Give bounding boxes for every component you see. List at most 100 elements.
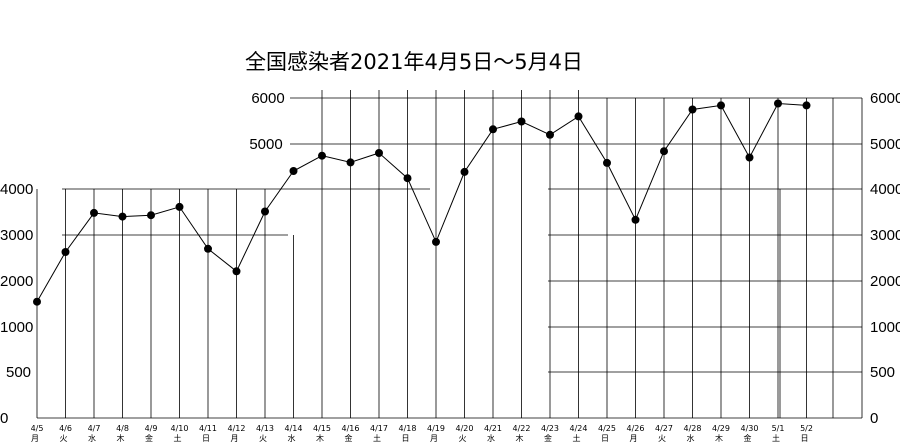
x-tick-weekday: 火 (658, 434, 666, 443)
x-tick-weekday: 月 (231, 434, 239, 443)
y-tick-label-left: 3000 (0, 227, 33, 244)
y-tick-label-left: 1000 (0, 319, 33, 336)
x-tick-date: 4/20 (456, 424, 474, 433)
x-tick-date: 4/25 (598, 424, 616, 433)
data-point (517, 117, 526, 126)
x-tick-weekday: 水 (288, 433, 296, 443)
y-tick-label-left: 0 (0, 410, 8, 427)
x-tick-weekday: 土 (373, 433, 381, 443)
y-tick-label-left: 500 (6, 364, 31, 381)
data-point (745, 153, 754, 162)
chart-title: 全国感染者2021年4月5日～5月4日 (245, 50, 583, 74)
x-tick-weekday: 日 (601, 434, 609, 443)
x-tick-date: 4/13 (256, 424, 274, 433)
data-point (403, 174, 412, 183)
data-point (774, 99, 782, 108)
data-point (118, 212, 127, 221)
x-tick-weekday: 月 (31, 434, 39, 443)
x-tick-date: 4/16 (342, 424, 360, 433)
data-point (631, 215, 640, 224)
x-tick-weekday: 火 (259, 434, 267, 443)
x-tick-date: 4/14 (285, 424, 303, 433)
x-tick-date: 4/30 (741, 424, 759, 433)
y-tick-label-left: 2000 (0, 273, 33, 290)
x-tick-weekday: 金 (145, 433, 153, 443)
x-tick-date: 4/24 (570, 424, 588, 433)
x-tick-date: 4/26 (627, 424, 645, 433)
data-point (375, 149, 383, 157)
data-point (802, 101, 811, 110)
x-tick-weekday: 木 (715, 433, 723, 443)
data-point (204, 244, 212, 253)
y-tick-label-right: 0 (870, 410, 878, 427)
x-axis-ticks: 4/5月4/6火4/7水4/8木4/9金4/10土4/11日4/12月4/13火… (31, 424, 813, 443)
data-point (717, 101, 725, 110)
x-tick-date: 4/10 (171, 424, 189, 433)
data-point (147, 211, 155, 220)
x-tick-weekday: 水 (687, 433, 695, 443)
y-tick-label-right: 4000 (870, 181, 900, 198)
x-tick-date: 4/11 (199, 424, 217, 433)
x-tick-weekday: 日 (202, 434, 210, 443)
x-tick-weekday: 火 (459, 434, 467, 443)
data-point (660, 147, 668, 156)
x-tick-weekday: 木 (117, 433, 125, 443)
x-tick-date: 4/5 (31, 424, 44, 433)
data-point (489, 125, 497, 134)
x-tick-date: 4/22 (513, 424, 531, 433)
y-tick-label-left: 6000 (251, 90, 284, 107)
x-tick-date: 4/17 (370, 424, 388, 433)
x-tick-date: 4/29 (712, 424, 730, 433)
x-tick-weekday: 土 (573, 433, 581, 443)
y-tick-label-right: 3000 (870, 227, 900, 244)
x-tick-weekday: 水 (487, 433, 495, 443)
data-point (346, 158, 355, 167)
x-tick-weekday: 土 (772, 433, 780, 443)
y-tick-label-left: 4000 (0, 181, 33, 198)
x-tick-weekday: 土 (174, 433, 182, 443)
y-tick-label-right: 5000 (870, 136, 900, 153)
x-tick-weekday: 木 (516, 433, 524, 443)
data-point (546, 130, 554, 139)
x-tick-date: 4/18 (399, 424, 417, 433)
data-point (603, 158, 611, 167)
y-tick-label-left: 5000 (249, 136, 282, 153)
y-tick-label-right: 1000 (870, 319, 900, 336)
x-tick-date: 4/6 (59, 424, 72, 433)
data-point (289, 167, 298, 175)
x-tick-date: 4/7 (88, 424, 101, 433)
x-tick-date: 4/28 (684, 424, 702, 433)
x-tick-weekday: 月 (630, 434, 638, 443)
x-tick-weekday: 金 (544, 433, 552, 443)
x-tick-date: 4/19 (427, 424, 445, 433)
x-tick-date: 4/21 (484, 424, 502, 433)
y-tick-label-right: 2000 (870, 273, 900, 290)
x-tick-date: 4/23 (541, 424, 559, 433)
data-point (688, 105, 697, 114)
data-point (460, 167, 469, 176)
data-point (33, 297, 41, 306)
x-tick-weekday: 日 (801, 434, 809, 443)
y-axis-ticks: 0 500 1000 2000 3000 4000 5000 6000 0 500 1000 2000… (0, 90, 900, 427)
x-tick-date: 4/9 (145, 424, 158, 433)
data-point (61, 248, 70, 256)
x-tick-date: 5/1 (772, 424, 785, 433)
x-tick-date: 4/27 (655, 424, 673, 433)
data-point (574, 112, 583, 121)
x-tick-weekday: 木 (316, 433, 324, 443)
series-line (36, 102, 807, 302)
x-tick-weekday: 火 (60, 434, 68, 443)
data-point (318, 151, 326, 160)
x-tick-date: 5/2 (800, 424, 813, 433)
y-tick-label-right: 6000 (870, 90, 900, 107)
y-tick-label-right: 500 (870, 364, 895, 381)
data-point (175, 202, 184, 211)
x-tick-weekday: 金 (345, 433, 353, 443)
grid (36, 90, 863, 419)
x-tick-date: 4/15 (313, 424, 331, 433)
data-point (261, 207, 269, 216)
x-tick-weekday: 日 (402, 434, 410, 443)
x-tick-weekday: 月 (430, 434, 438, 443)
